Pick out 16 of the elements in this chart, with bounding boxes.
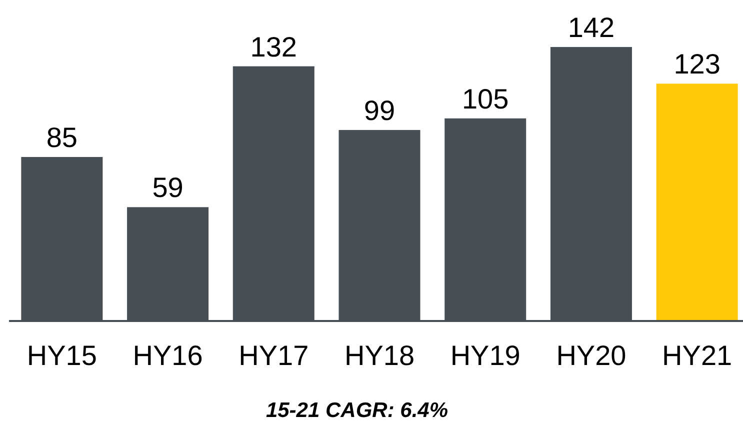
x-tick-label: HY21	[662, 340, 732, 371]
x-tick-label: HY20	[556, 340, 626, 371]
data-label: 123	[674, 48, 720, 80]
data-label: 85	[46, 122, 78, 153]
x-tick-label: HY18	[344, 340, 415, 371]
data-label: 59	[152, 172, 184, 204]
data-label: 105	[462, 83, 509, 114]
bar	[656, 84, 738, 321]
data-label: 142	[568, 12, 615, 43]
x-tick-label: HY19	[450, 340, 520, 371]
x-tick-label: HY16	[132, 340, 203, 371]
data-label: 132	[250, 31, 297, 62]
data-label: 99	[364, 94, 396, 126]
x-tick-label: HY17	[238, 340, 309, 371]
x-tick-label: HY15	[26, 340, 97, 371]
text: 15-21 CAGR: 6.4%	[266, 399, 448, 422]
